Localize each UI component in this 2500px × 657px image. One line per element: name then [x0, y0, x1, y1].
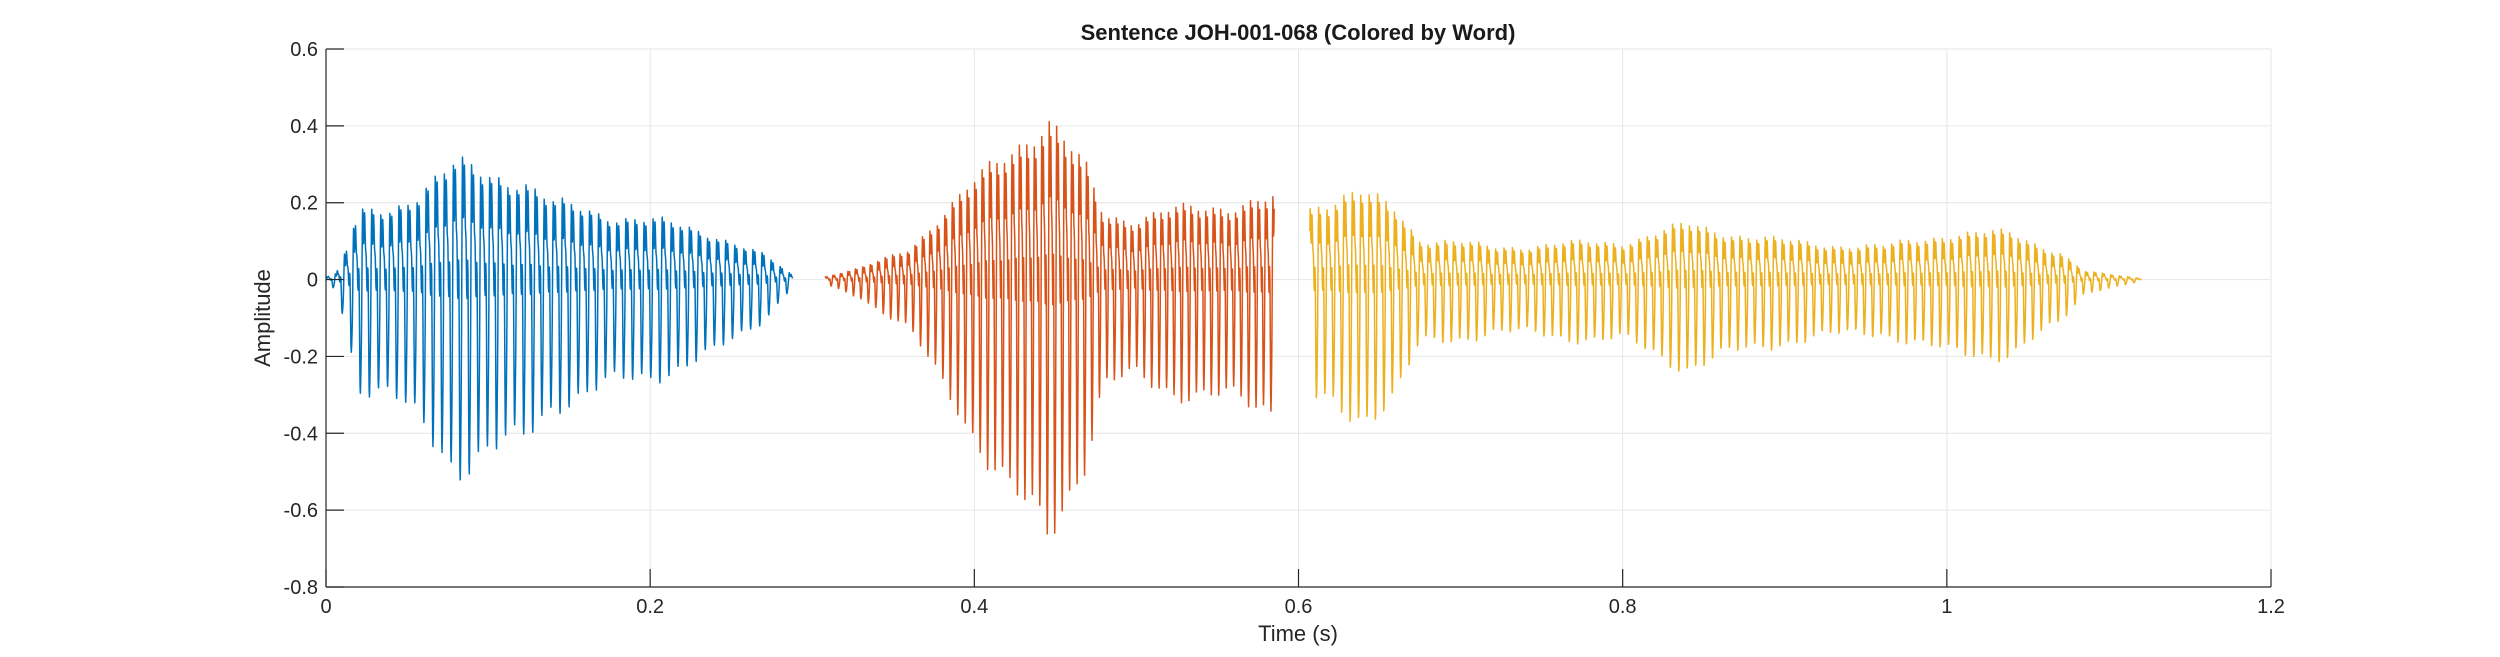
y-tick-label: 0.4	[290, 116, 318, 138]
waveform-series-3	[1309, 191, 2142, 423]
x-tick-label: 0.4	[960, 596, 988, 618]
chart-title: Sentence JOH-001-068 (Colored by Word)	[1081, 20, 1516, 45]
y-tick-label: -0.6	[284, 500, 318, 522]
y-tick-label: 0.2	[290, 193, 318, 215]
waveform-series-2	[824, 121, 1275, 535]
waveform-series-1	[325, 156, 794, 481]
x-tick-label: 0.8	[1609, 596, 1637, 618]
x-tick-label: 1.2	[2257, 596, 2285, 618]
axes	[325, 48, 2272, 588]
x-tick-label: 0.2	[636, 596, 664, 618]
x-axis-title: Time (s)	[1258, 621, 1338, 646]
x-tick-label: 1	[1941, 596, 1952, 618]
y-tick-label: -0.2	[284, 346, 318, 368]
tick-labels: 0 0.2 0.4 0.6 0.8 1 1.2 0.6 0.4 0.2 0 -0.2 -0.4 -0.6 -…	[284, 39, 2285, 618]
y-tick-label: 0.6	[290, 39, 318, 61]
x-tick-label: 0.6	[1285, 596, 1313, 618]
y-axis-title: Amplitude	[250, 269, 275, 367]
y-tick-label: 0	[307, 270, 318, 292]
y-tick-label: -0.8	[284, 577, 318, 599]
x-tick-label: 0	[320, 596, 331, 618]
y-tick-label: -0.4	[284, 423, 318, 445]
series-layer	[325, 121, 2142, 535]
